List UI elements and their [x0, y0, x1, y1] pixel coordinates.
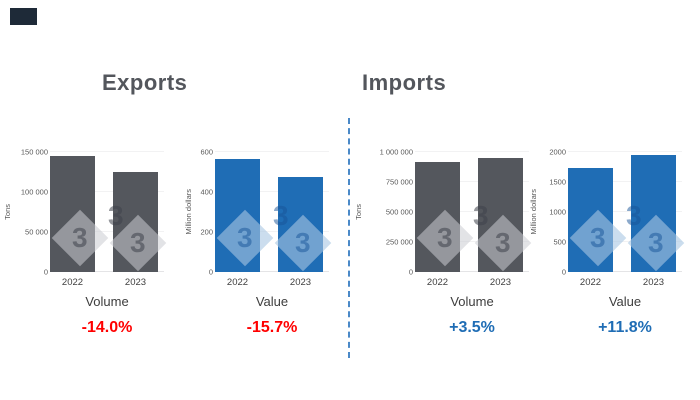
y-axis-ticks: 0 250 000 500 000 750 000 1 000 000: [363, 148, 413, 277]
watermark-3-icon: 3: [273, 200, 289, 231]
plot-area: 3 3 3: [215, 151, 332, 272]
axis-baseline: [215, 271, 329, 272]
gridline: [50, 151, 164, 152]
tick-label: 50 000: [25, 227, 48, 237]
watermark-3-icon: 3: [473, 200, 489, 231]
tick-label: 200: [200, 227, 213, 237]
y-axis-ticks: 0 50 000 100 000 150 000: [12, 148, 48, 277]
x-label-2022: 2022: [579, 277, 602, 288]
gridline: [50, 191, 164, 192]
tick-label: 600: [200, 147, 213, 157]
watermark-3-icon: 3: [626, 200, 642, 231]
tick-label: 750 000: [385, 177, 413, 187]
tick-label: 0: [43, 267, 48, 277]
imports-section-title: Imports: [362, 70, 447, 95]
x-label-2023: 2023: [489, 277, 512, 288]
gridline: [415, 241, 529, 242]
chart-metric-title: Value: [608, 294, 642, 309]
tick-label: 0: [561, 267, 566, 277]
x-label-2022: 2022: [426, 277, 449, 288]
gridline: [415, 211, 529, 212]
tick-label: 100 000: [20, 187, 48, 197]
x-label-2023: 2023: [124, 277, 147, 288]
x-axis-labels: 2022 2023: [568, 277, 682, 289]
section-divider-line: [348, 118, 350, 358]
gridline: [215, 191, 329, 192]
logo-mark: [10, 8, 37, 25]
plot-area: 3 3 3: [415, 151, 532, 272]
y-axis-title: Million dollars: [528, 189, 538, 235]
change-percentage: -14.0%: [81, 319, 133, 336]
tick-label: 250 000: [385, 237, 413, 247]
gridline: [50, 231, 164, 232]
gridline: [215, 151, 329, 152]
gridline: [568, 211, 682, 212]
watermark-3-icon: 3: [108, 200, 124, 231]
y-axis-title: Tons: [353, 204, 363, 220]
x-label-2023: 2023: [289, 277, 312, 288]
axis-baseline: [50, 271, 164, 272]
tick-label: 0: [208, 267, 213, 277]
tick-label: 400: [200, 187, 213, 197]
gridline: [568, 181, 682, 182]
chart-metric-title: Volume: [85, 294, 129, 309]
x-label-2022: 2022: [226, 277, 249, 288]
chart-metric-title: Value: [255, 294, 289, 309]
tick-label: 500: [553, 237, 566, 247]
gridline: [568, 151, 682, 152]
plot-area: 3 3 3: [568, 151, 685, 272]
tick-label: 0: [408, 267, 413, 277]
tick-label: 1000: [549, 207, 566, 217]
tick-label: 1500: [549, 177, 566, 187]
y-axis-title: Tons: [2, 204, 12, 220]
tick-label: 2000: [549, 147, 566, 157]
exports-section-title: Exports: [102, 70, 188, 95]
tick-label: 1 000 000: [379, 147, 413, 157]
chart-metric-title: Volume: [450, 294, 494, 309]
change-percentage: +11.8%: [598, 319, 652, 336]
gridline: [215, 231, 329, 232]
y-axis-ticks: 0 200 400 600: [193, 148, 213, 277]
y-axis-ticks: 0 500 1000 1500 2000: [538, 148, 566, 277]
x-label-2023: 2023: [642, 277, 665, 288]
axis-baseline: [568, 271, 682, 272]
change-percentage: +3.5%: [449, 319, 495, 336]
tick-label: 500 000: [385, 207, 413, 217]
x-label-2022: 2022: [61, 277, 84, 288]
axis-baseline: [415, 271, 529, 272]
change-percentage: -15.7%: [246, 319, 298, 336]
tick-label: 150 000: [20, 147, 48, 157]
plot-area: 3 3 3: [50, 151, 167, 272]
gridline: [568, 241, 682, 242]
x-axis-labels: 2022 2023: [50, 277, 164, 289]
gridline: [415, 151, 529, 152]
x-axis-labels: 2022 2023: [215, 277, 329, 289]
x-axis-labels: 2022 2023: [415, 277, 529, 289]
gridline: [415, 181, 529, 182]
y-axis-title: Million dollars: [183, 189, 193, 235]
